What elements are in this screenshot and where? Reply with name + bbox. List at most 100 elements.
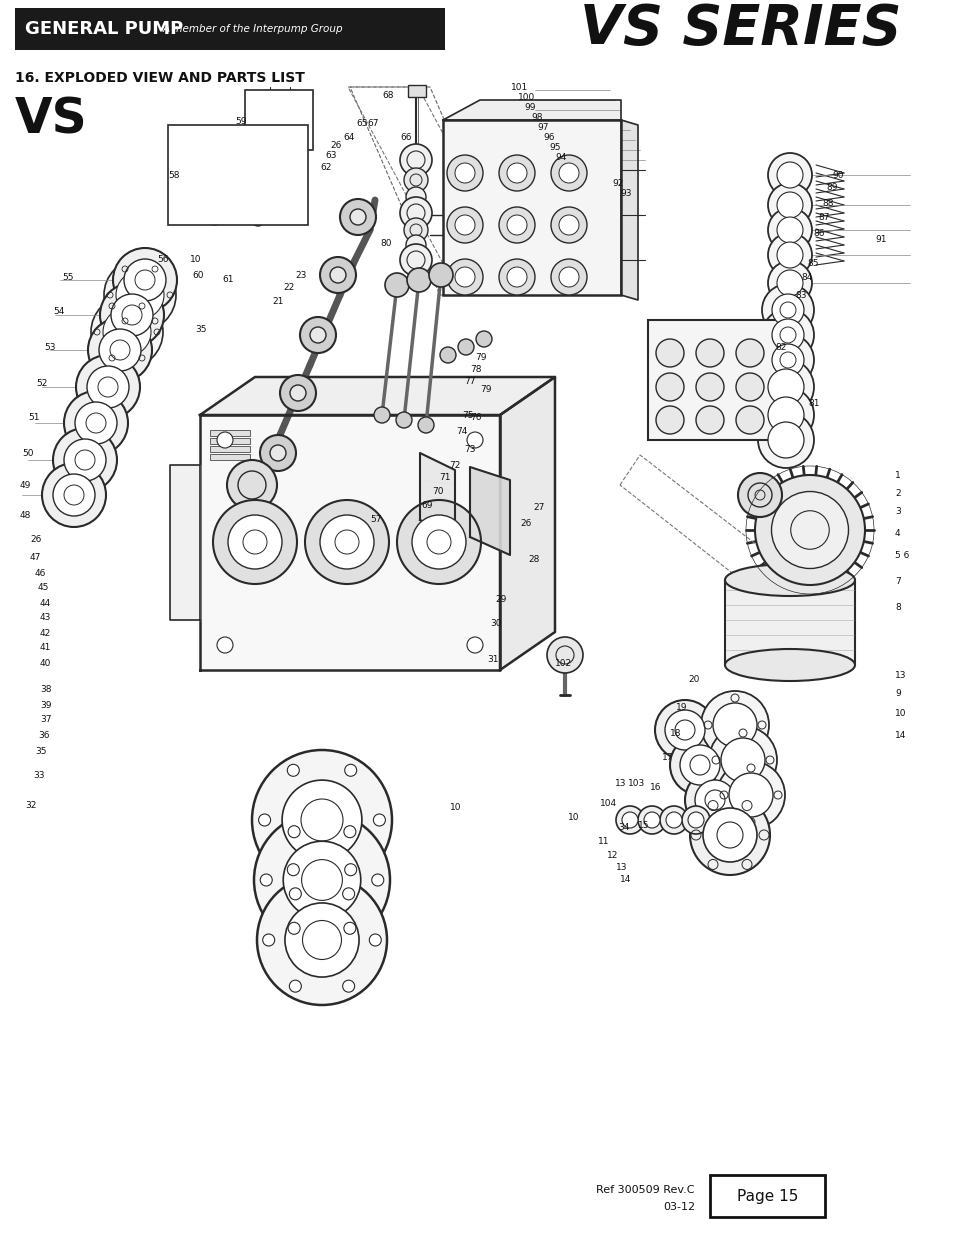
Text: 15: 15 [638,820,649,830]
Text: 61: 61 [222,275,233,284]
Circle shape [287,764,299,777]
Text: 58: 58 [168,170,179,179]
Circle shape [42,463,106,527]
Circle shape [342,888,355,900]
Circle shape [270,445,286,461]
Text: 13: 13 [616,863,627,872]
Text: 40: 40 [40,658,51,667]
Text: 22: 22 [283,284,294,293]
Text: 72: 72 [449,461,460,469]
Text: 28: 28 [527,556,538,564]
Circle shape [417,417,434,433]
Circle shape [689,795,769,876]
Circle shape [776,242,802,268]
Text: 11: 11 [598,837,609,846]
Text: Ref 300509 Rev.C: Ref 300509 Rev.C [596,1184,695,1194]
Circle shape [310,327,326,343]
Circle shape [412,515,465,569]
Circle shape [696,338,723,367]
Circle shape [374,408,390,424]
Circle shape [767,369,803,405]
Circle shape [369,934,381,946]
Text: 2: 2 [894,489,900,498]
Circle shape [776,162,802,188]
Text: 90: 90 [831,170,842,179]
Circle shape [735,338,763,367]
Circle shape [88,317,152,382]
Circle shape [767,261,811,305]
Text: 30: 30 [490,619,501,627]
Circle shape [621,811,638,827]
Text: 103: 103 [627,778,644,788]
Text: 53: 53 [44,342,55,352]
Text: 20: 20 [687,676,699,684]
Circle shape [256,876,387,1005]
Text: 64: 64 [343,132,354,142]
Circle shape [498,207,535,243]
Text: 83: 83 [794,290,805,300]
Circle shape [283,841,360,919]
Circle shape [767,396,803,433]
Text: 100: 100 [517,94,535,103]
Circle shape [343,923,355,935]
Text: 13: 13 [615,778,626,788]
Text: 51: 51 [28,414,39,422]
Text: 73: 73 [463,446,475,454]
Circle shape [467,637,482,653]
Polygon shape [620,120,638,300]
Text: 9: 9 [894,688,900,698]
Circle shape [695,781,734,820]
Circle shape [280,375,315,411]
Circle shape [506,163,526,183]
Text: 49: 49 [20,480,31,489]
Circle shape [684,769,744,830]
Circle shape [643,811,659,827]
Text: 97: 97 [537,124,548,132]
Text: 10: 10 [894,709,905,718]
Circle shape [111,294,152,336]
Circle shape [75,403,117,445]
Circle shape [100,283,164,347]
Circle shape [558,163,578,183]
Circle shape [447,207,482,243]
Circle shape [735,373,763,401]
Circle shape [285,903,358,977]
Circle shape [738,473,781,517]
Circle shape [776,217,802,243]
Text: 03-12: 03-12 [662,1202,695,1212]
Text: 3: 3 [894,506,900,515]
Text: 4: 4 [894,529,900,537]
Circle shape [758,412,813,468]
Text: 80: 80 [379,238,391,247]
Ellipse shape [724,564,854,597]
Text: 59: 59 [234,117,246,126]
Circle shape [319,257,355,293]
Text: 23: 23 [294,270,306,279]
Bar [408,85,426,98]
Circle shape [776,191,802,219]
Polygon shape [499,377,555,671]
Text: 10: 10 [190,256,201,264]
Circle shape [655,700,714,760]
Circle shape [558,215,578,235]
Circle shape [112,248,177,312]
Circle shape [681,806,709,834]
Text: 67: 67 [367,119,378,127]
Circle shape [403,219,428,242]
Text: 32: 32 [25,800,36,809]
Text: 26: 26 [519,519,531,527]
Bar [210,446,250,452]
Circle shape [659,806,687,834]
Text: 101: 101 [511,83,528,91]
Circle shape [373,814,385,826]
Text: 10: 10 [567,813,578,821]
Circle shape [467,432,482,448]
Circle shape [708,726,776,794]
Text: 7: 7 [894,577,900,585]
Text: 69: 69 [420,500,432,510]
Text: 76: 76 [470,412,481,421]
Text: 26: 26 [330,141,341,149]
Circle shape [771,345,803,375]
Circle shape [702,808,757,862]
Circle shape [216,637,233,653]
